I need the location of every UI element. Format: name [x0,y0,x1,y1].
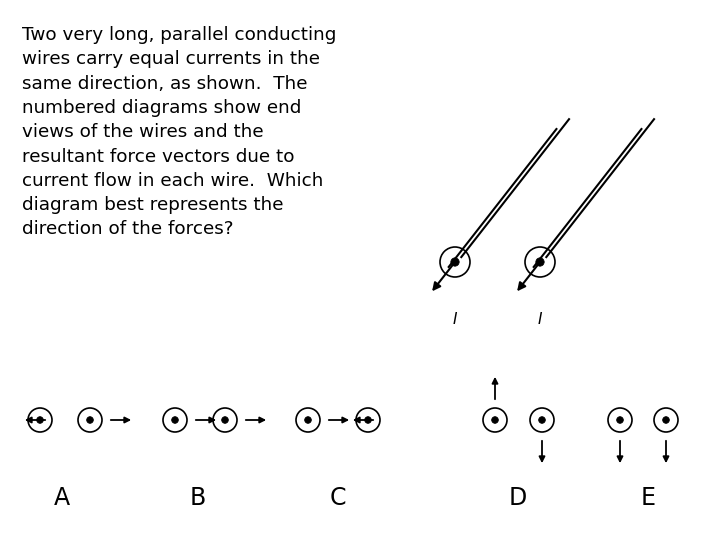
Text: E: E [641,486,655,510]
Circle shape [536,258,544,266]
Circle shape [364,417,372,423]
Circle shape [37,417,43,423]
Text: Two very long, parallel conducting
wires carry equal currents in the
same direct: Two very long, parallel conducting wires… [22,26,336,238]
Circle shape [171,417,179,423]
Text: I: I [538,313,542,327]
Text: A: A [54,486,70,510]
Circle shape [86,417,94,423]
Text: B: B [190,486,206,510]
Circle shape [616,417,624,423]
Circle shape [451,258,459,266]
Circle shape [305,417,311,423]
Text: I: I [453,313,457,327]
Text: D: D [509,486,527,510]
Text: C: C [330,486,346,510]
Circle shape [662,417,670,423]
Circle shape [222,417,228,423]
Circle shape [492,417,498,423]
Circle shape [539,417,545,423]
